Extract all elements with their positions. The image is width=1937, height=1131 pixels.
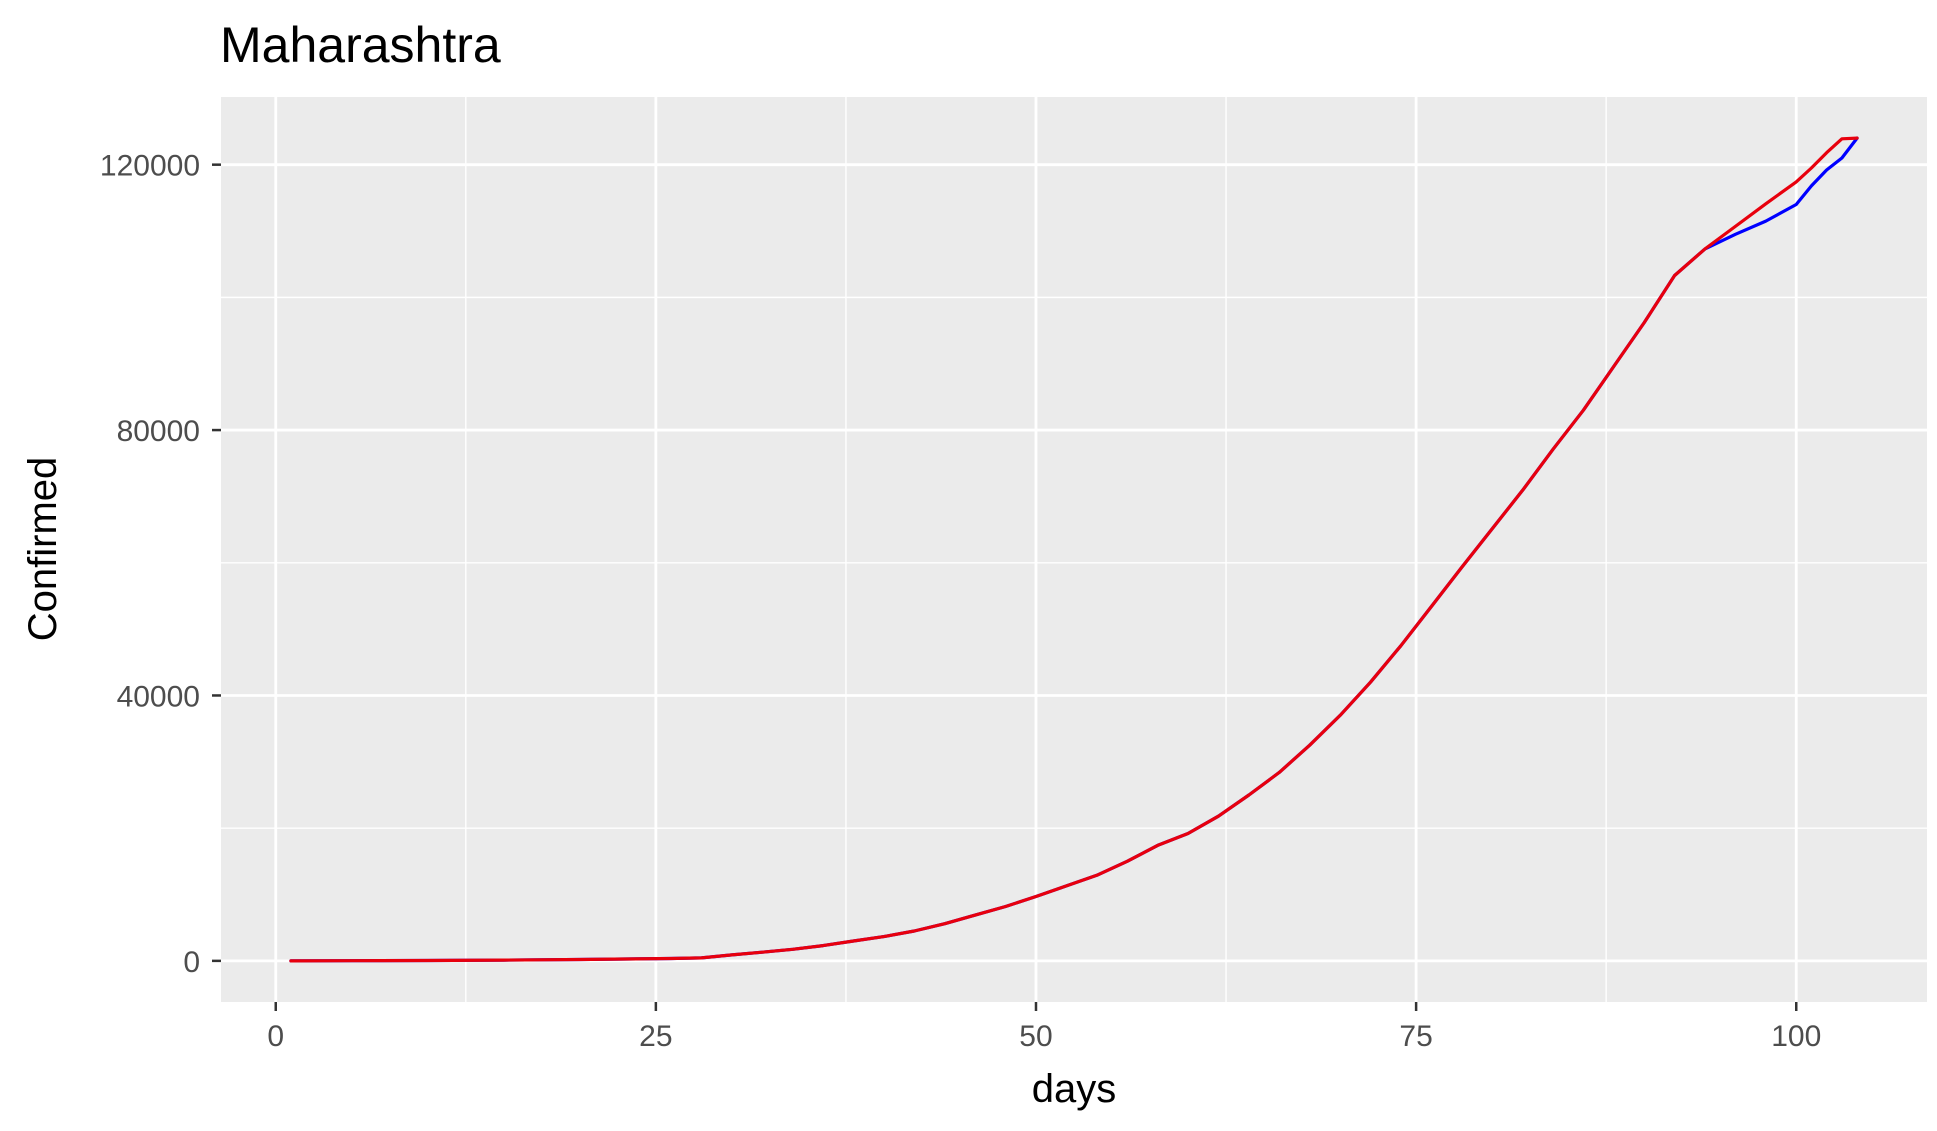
- x-axis-title: days: [1032, 1067, 1117, 1111]
- x-axis: 0 25 50 75 100: [267, 1002, 1821, 1053]
- x-tick-label: 50: [1019, 1020, 1052, 1053]
- grid-major: [221, 97, 1927, 1002]
- plot-panel: [221, 97, 1927, 1002]
- y-axis-title: Confirmed: [21, 457, 65, 642]
- y-axis: 0 40000 80000 120000: [100, 150, 221, 979]
- y-tick-label: 120000: [100, 150, 200, 183]
- x-tick-label: 75: [1399, 1020, 1432, 1053]
- x-tick-label: 0: [267, 1020, 284, 1053]
- y-tick-label: 0: [183, 946, 200, 979]
- chart-title: Maharashtra: [220, 17, 501, 73]
- x-tick-label: 100: [1771, 1020, 1821, 1053]
- y-tick-label: 80000: [117, 415, 200, 448]
- y-tick-label: 40000: [117, 680, 200, 713]
- grid-minor: [221, 97, 1927, 1002]
- series-line-2: [289, 136, 1859, 963]
- x-tick-label: 25: [639, 1020, 672, 1053]
- series-layer: [289, 136, 1859, 963]
